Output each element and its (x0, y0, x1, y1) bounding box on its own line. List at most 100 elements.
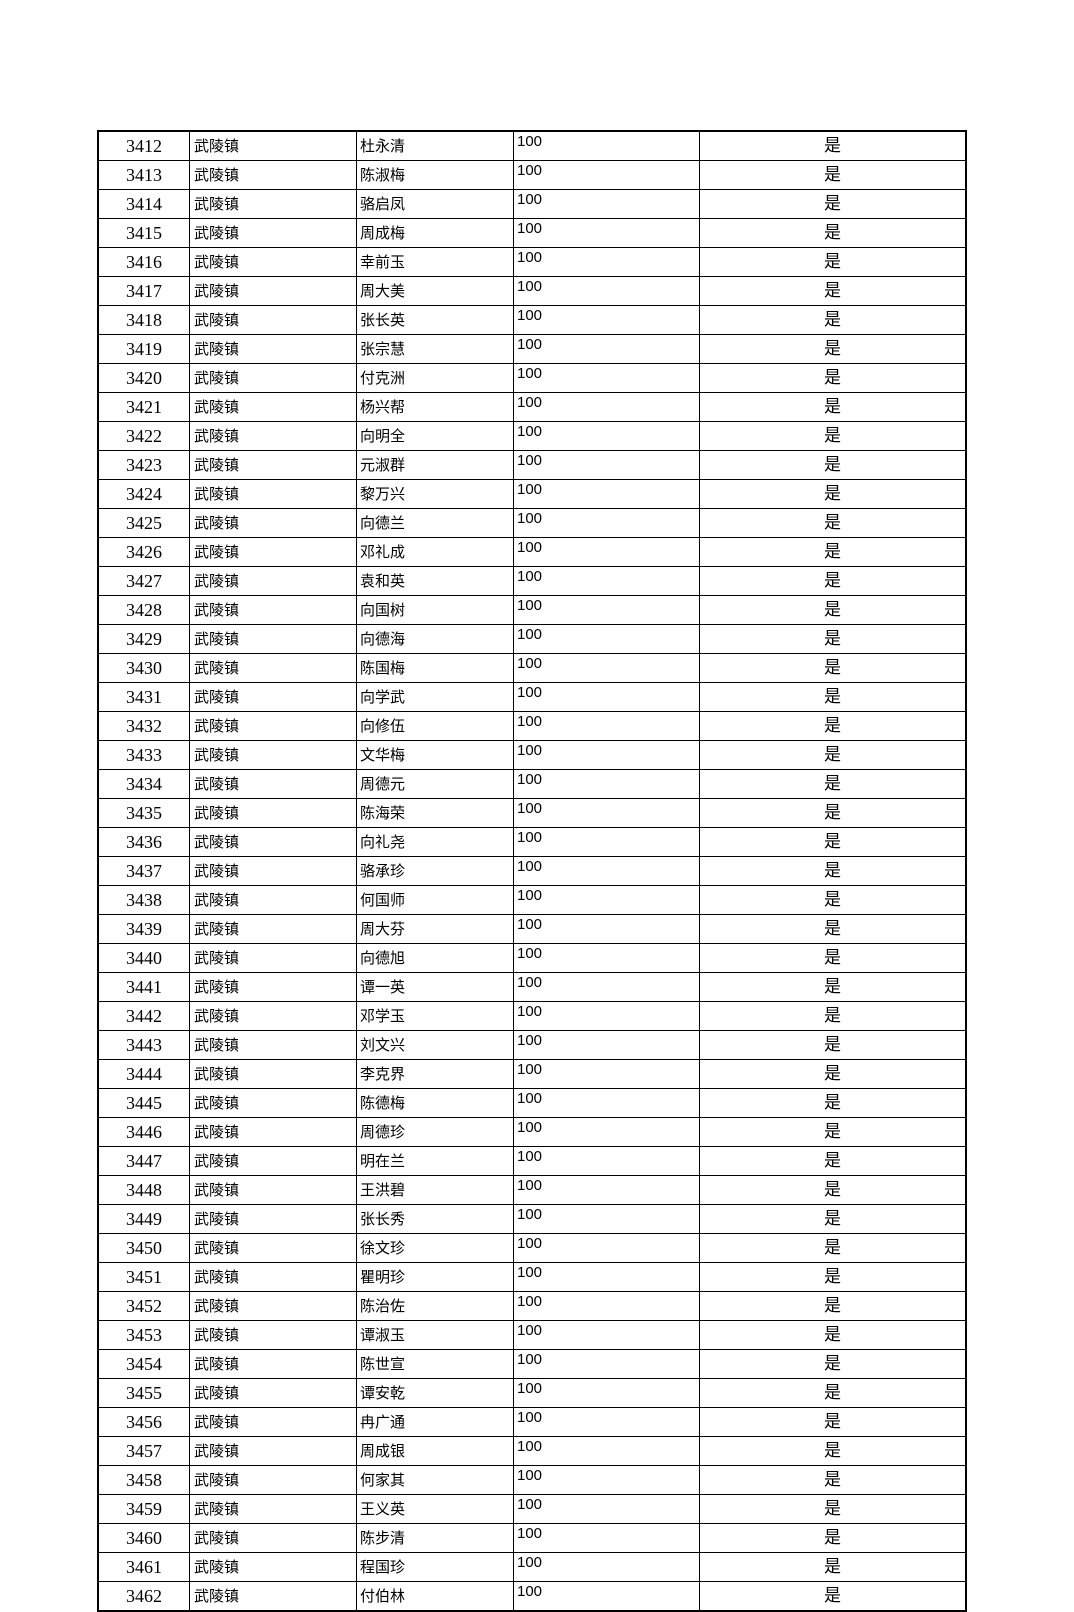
row-number: 3419 (97, 334, 190, 364)
amount-cell: 100 (513, 305, 700, 335)
town-cell: 武陵镇 (189, 740, 357, 770)
eligible-cell: 是 (699, 247, 967, 277)
eligible-cell: 是 (699, 1146, 967, 1176)
town-cell: 武陵镇 (189, 1233, 357, 1263)
name-cell: 刘文兴 (356, 1030, 514, 1060)
table-row: 3440 武陵镇 向德旭 100 是 (97, 943, 967, 973)
eligible-cell: 是 (699, 1436, 967, 1466)
table-row: 3445 武陵镇 陈德梅 100 是 (97, 1088, 967, 1118)
row-number: 3412 (97, 130, 190, 161)
town-cell: 武陵镇 (189, 624, 357, 654)
eligible-cell: 是 (699, 1088, 967, 1118)
row-number: 3437 (97, 856, 190, 886)
table-row: 3425 武陵镇 向德兰 100 是 (97, 508, 967, 538)
town-cell: 武陵镇 (189, 1291, 357, 1321)
town-cell: 武陵镇 (189, 653, 357, 683)
amount-cell: 100 (513, 1378, 700, 1408)
row-number: 3418 (97, 305, 190, 335)
table-row: 3426 武陵镇 邓礼成 100 是 (97, 537, 967, 567)
amount-cell: 100 (513, 537, 700, 567)
name-cell: 周德元 (356, 769, 514, 799)
eligible-cell: 是 (699, 827, 967, 857)
amount-cell: 100 (513, 450, 700, 480)
amount-cell: 100 (513, 1407, 700, 1437)
row-number: 3438 (97, 885, 190, 915)
eligible-cell: 是 (699, 334, 967, 364)
name-cell: 文华梅 (356, 740, 514, 770)
row-number: 3450 (97, 1233, 190, 1263)
row-number: 3441 (97, 972, 190, 1002)
name-cell: 程国珍 (356, 1552, 514, 1582)
table-row: 3446 武陵镇 周德珍 100 是 (97, 1117, 967, 1147)
table-row: 3427 武陵镇 袁和英 100 是 (97, 566, 967, 596)
town-cell: 武陵镇 (189, 1146, 357, 1176)
amount-cell: 100 (513, 1204, 700, 1234)
town-cell: 武陵镇 (189, 798, 357, 828)
eligible-cell: 是 (699, 1407, 967, 1437)
name-cell: 周大芬 (356, 914, 514, 944)
row-number: 3427 (97, 566, 190, 596)
table-row: 3462 武陵镇 付伯林 100 是 (97, 1581, 967, 1612)
eligible-cell: 是 (699, 1291, 967, 1321)
town-cell: 武陵镇 (189, 508, 357, 538)
name-cell: 向德海 (356, 624, 514, 654)
name-cell: 骆启凤 (356, 189, 514, 219)
name-cell: 何家其 (356, 1465, 514, 1495)
eligible-cell: 是 (699, 943, 967, 973)
amount-cell: 100 (513, 508, 700, 538)
row-number: 3447 (97, 1146, 190, 1176)
name-cell: 周大美 (356, 276, 514, 306)
eligible-cell: 是 (699, 421, 967, 451)
eligible-cell: 是 (699, 392, 967, 422)
name-cell: 谭一英 (356, 972, 514, 1002)
table-row: 3420 武陵镇 付克洲 100 是 (97, 363, 967, 393)
name-cell: 付伯林 (356, 1581, 514, 1612)
town-cell: 武陵镇 (189, 276, 357, 306)
town-cell: 武陵镇 (189, 189, 357, 219)
town-cell: 武陵镇 (189, 943, 357, 973)
town-cell: 武陵镇 (189, 1494, 357, 1524)
town-cell: 武陵镇 (189, 1378, 357, 1408)
amount-cell: 100 (513, 421, 700, 451)
row-number: 3448 (97, 1175, 190, 1205)
amount-cell: 100 (513, 1291, 700, 1321)
table-row: 3432 武陵镇 向修伍 100 是 (97, 711, 967, 741)
table-row: 3449 武陵镇 张长秀 100 是 (97, 1204, 967, 1234)
town-cell: 武陵镇 (189, 1523, 357, 1553)
table-row: 3419 武陵镇 张宗慧 100 是 (97, 334, 967, 364)
eligible-cell: 是 (699, 1320, 967, 1350)
amount-cell: 100 (513, 479, 700, 509)
table-row: 3414 武陵镇 骆启凤 100 是 (97, 189, 967, 219)
eligible-cell: 是 (699, 508, 967, 538)
table-row: 3413 武陵镇 陈淑梅 100 是 (97, 160, 967, 190)
name-cell: 瞿明珍 (356, 1262, 514, 1292)
name-cell: 杨兴帮 (356, 392, 514, 422)
name-cell: 付克洲 (356, 363, 514, 393)
name-cell: 王洪碧 (356, 1175, 514, 1205)
row-number: 3432 (97, 711, 190, 741)
town-cell: 武陵镇 (189, 450, 357, 480)
eligible-cell: 是 (699, 914, 967, 944)
name-cell: 陈国梅 (356, 653, 514, 683)
town-cell: 武陵镇 (189, 1030, 357, 1060)
eligible-cell: 是 (699, 653, 967, 683)
amount-cell: 100 (513, 595, 700, 625)
amount-cell: 100 (513, 1436, 700, 1466)
town-cell: 武陵镇 (189, 1407, 357, 1437)
town-cell: 武陵镇 (189, 595, 357, 625)
name-cell: 周成梅 (356, 218, 514, 248)
eligible-cell: 是 (699, 1030, 967, 1060)
amount-cell: 100 (513, 653, 700, 683)
town-cell: 武陵镇 (189, 363, 357, 393)
table-row: 3424 武陵镇 黎万兴 100 是 (97, 479, 967, 509)
table-row: 3412 武陵镇 杜永清 100 是 (97, 130, 967, 161)
name-cell: 陈步清 (356, 1523, 514, 1553)
name-cell: 何国师 (356, 885, 514, 915)
amount-cell: 100 (513, 218, 700, 248)
table-row: 3458 武陵镇 何家其 100 是 (97, 1465, 967, 1495)
town-cell: 武陵镇 (189, 1436, 357, 1466)
amount-cell: 100 (513, 392, 700, 422)
name-cell: 向国树 (356, 595, 514, 625)
town-cell: 武陵镇 (189, 1175, 357, 1205)
name-cell: 邓礼成 (356, 537, 514, 567)
